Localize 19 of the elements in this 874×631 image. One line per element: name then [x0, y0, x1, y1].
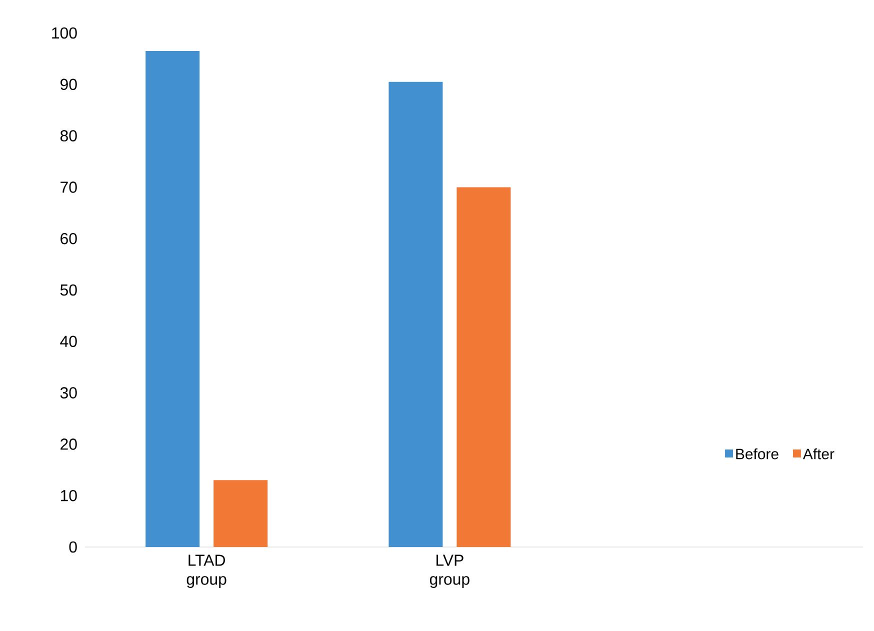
- y-tick-label: 90: [60, 78, 77, 90]
- y-tick-label: 50: [60, 284, 77, 296]
- bar: [214, 480, 268, 547]
- legend-label: Before: [736, 448, 778, 460]
- y-tick-label: 20: [60, 438, 77, 450]
- x-tick-label: LVP group: [430, 554, 470, 588]
- y-tick-label: 60: [60, 232, 77, 244]
- y-tick-label: 10: [60, 490, 77, 502]
- y-tick-label: 80: [60, 130, 77, 142]
- x-tick-label: LTAD group: [186, 554, 226, 588]
- bar: [456, 187, 511, 547]
- bar: [388, 82, 443, 547]
- y-tick-label: 0: [69, 541, 77, 553]
- y-tick-label: 40: [60, 336, 77, 348]
- y-tick-label: 70: [60, 182, 77, 193]
- y-tick-label: 30: [60, 387, 77, 398]
- bar: [146, 50, 200, 547]
- y-tick-label: 100: [52, 27, 77, 39]
- legend-label: After: [802, 448, 834, 460]
